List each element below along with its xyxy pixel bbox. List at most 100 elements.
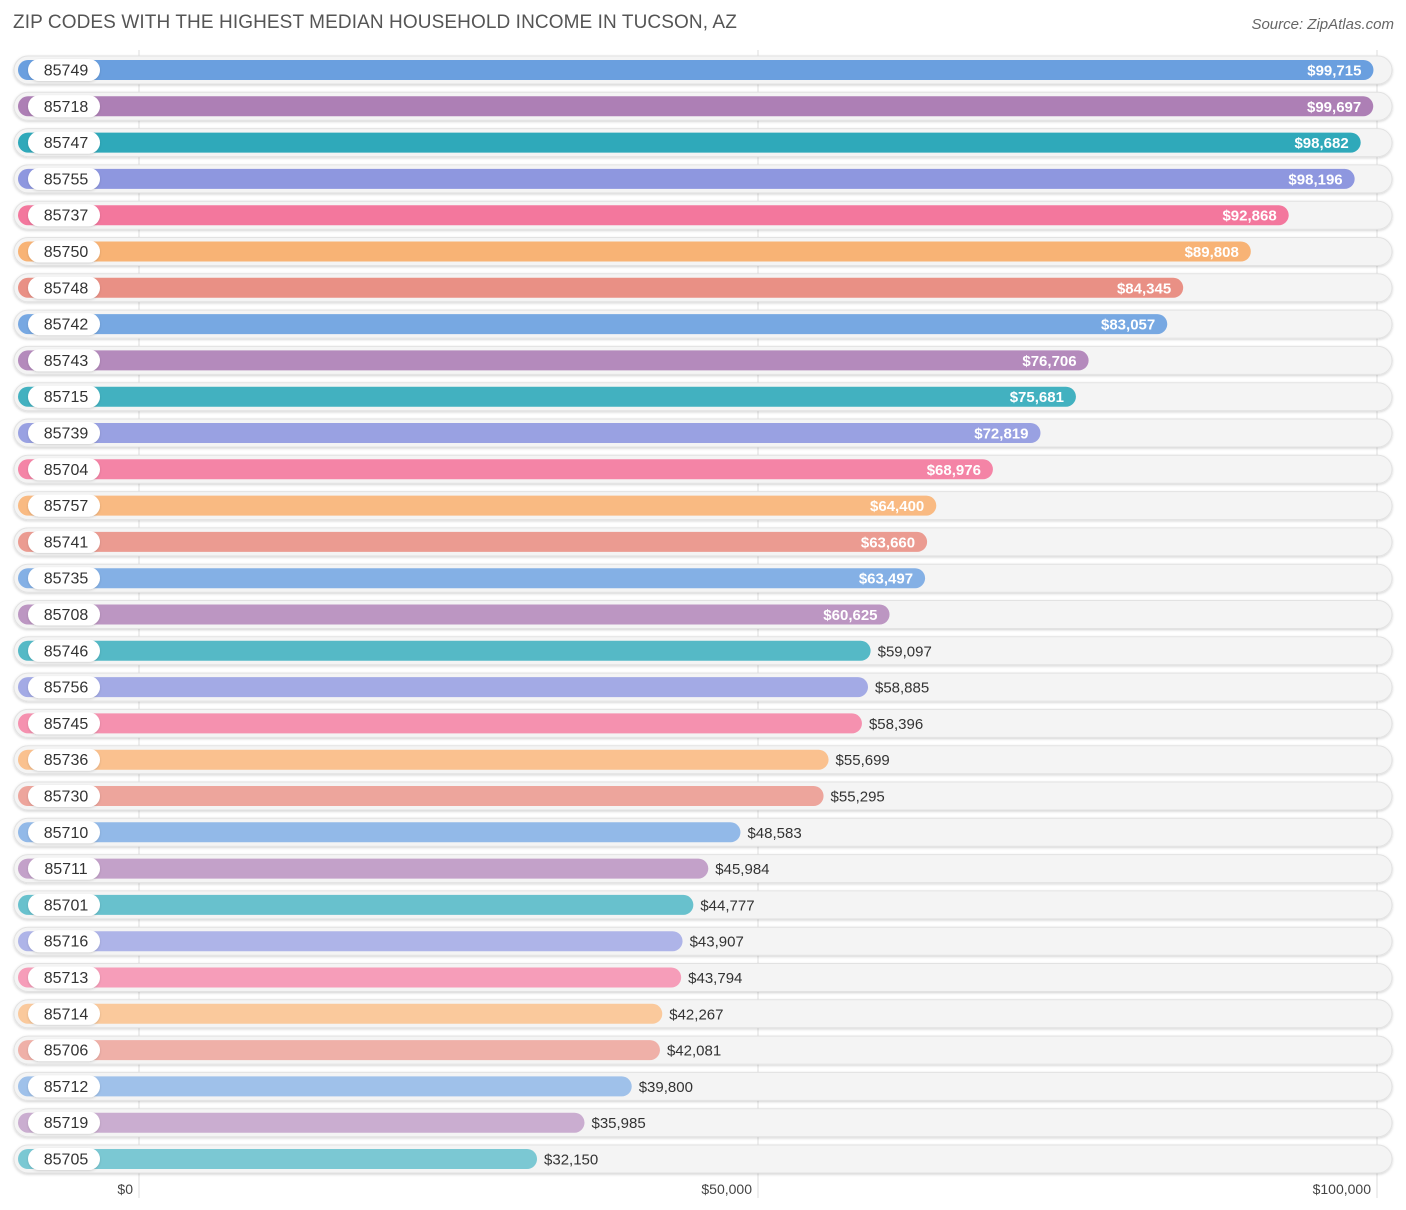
bar-row-85750: 85750 $89,808 <box>13 237 1393 266</box>
zip-label: 85713 <box>44 970 89 987</box>
zip-label: 85746 <box>44 643 89 660</box>
x-axis: $0 $50,000 $100,000 <box>117 1181 1371 1197</box>
value-label: $84,345 <box>1117 280 1171 297</box>
zip-label: 85748 <box>44 280 89 297</box>
zip-label: 85710 <box>44 825 89 842</box>
zip-label-pill <box>28 458 100 481</box>
bar <box>18 1040 660 1061</box>
value-label: $55,699 <box>836 752 890 769</box>
zip-label-pill <box>28 567 100 590</box>
bar <box>18 495 937 516</box>
bar <box>18 96 1374 117</box>
zip-label: 85718 <box>44 99 89 116</box>
zip-label-pill <box>28 821 100 844</box>
value-label: $48,583 <box>747 825 801 842</box>
zip-label-pill <box>28 748 100 771</box>
bar-row-85745: 85745 $58,396 <box>13 708 1393 738</box>
bar-row-85757: 85757 $64,400 <box>13 491 1393 521</box>
bar-rows: 85749 $99,715 85718 $99,697 85747 $98,682 8575… <box>13 55 1393 1174</box>
value-label: $43,907 <box>690 934 744 951</box>
zip-label: 85704 <box>44 462 89 479</box>
zip-label-pill <box>28 857 100 880</box>
zip-label: 85719 <box>44 1115 89 1132</box>
bar <box>18 531 928 552</box>
bar <box>18 604 890 625</box>
zip-label-pill <box>28 785 100 807</box>
value-label: $98,196 <box>1288 171 1342 188</box>
zip-label: 85714 <box>44 1006 89 1023</box>
bar-row-85741: 85741 $63,660 <box>13 527 1393 557</box>
x-tick-label-0: $0 <box>117 1181 133 1197</box>
zip-label: 85705 <box>44 1152 89 1169</box>
zip-label-pill <box>28 95 100 118</box>
zip-label-pill <box>28 167 100 190</box>
zip-label-pill <box>28 930 100 953</box>
zip-label: 85706 <box>44 1043 89 1060</box>
bar-row-85704: 85704 $68,976 <box>13 454 1393 484</box>
zip-label-pill <box>28 385 100 408</box>
bar-row-85714: 85714 $42,267 <box>13 999 1393 1029</box>
bar <box>18 423 1041 443</box>
bar-row-85739: 85739 $72,819 <box>13 418 1393 448</box>
chart-source: Source: ZipAtlas.com <box>1251 16 1394 33</box>
bar <box>18 931 683 952</box>
bar <box>18 713 862 734</box>
bar <box>18 205 1289 226</box>
zip-label: 85708 <box>44 607 89 624</box>
value-label: $44,777 <box>700 897 754 914</box>
value-label: $43,794 <box>688 970 742 987</box>
bar <box>18 1149 538 1169</box>
zip-label-pill <box>28 276 100 299</box>
bar-row-85701: 85701 $44,777 <box>13 890 1393 920</box>
bar-row-85737: 85737 $92,868 <box>13 200 1393 230</box>
zip-label: 85750 <box>44 244 89 261</box>
bar-row-85715: 85715 $75,681 <box>13 382 1393 412</box>
x-tick-label-2: $100,000 <box>1313 1181 1372 1197</box>
value-label: $98,682 <box>1294 135 1348 152</box>
zip-label: 85741 <box>44 534 89 551</box>
zip-label: 85737 <box>44 208 89 225</box>
zip-label: 85755 <box>44 171 89 188</box>
bar-row-85718: 85718 $99,697 <box>13 91 1393 121</box>
bar-row-85713: 85713 $43,794 <box>13 963 1393 992</box>
zip-label-pill <box>28 349 100 372</box>
zip-label: 85716 <box>44 934 89 951</box>
zip-label-pill <box>28 676 100 699</box>
value-label: $99,697 <box>1307 99 1361 116</box>
bar <box>18 640 871 661</box>
bar <box>18 350 1089 371</box>
bar <box>18 277 1184 298</box>
value-label: $92,868 <box>1222 208 1276 225</box>
bar-row-85746: 85746 $59,097 <box>13 636 1393 666</box>
zip-label: 85745 <box>44 716 89 733</box>
value-label: $35,985 <box>591 1115 645 1132</box>
zip-label: 85747 <box>44 135 89 152</box>
bar <box>18 858 709 879</box>
bar-row-85756: 85756 $58,885 <box>13 672 1393 702</box>
bar-row-85712: 85712 $39,800 <box>13 1071 1393 1101</box>
zip-label-pill <box>28 240 100 263</box>
zip-label: 85742 <box>44 317 89 334</box>
bar <box>18 894 694 915</box>
bar <box>18 1003 663 1024</box>
zip-label-pill <box>28 59 100 81</box>
value-label: $99,715 <box>1307 63 1361 80</box>
bar-row-85706: 85706 $42,081 <box>13 1035 1393 1065</box>
bar-row-85755: 85755 $98,196 <box>13 164 1393 194</box>
zip-label-pill <box>28 1075 100 1098</box>
zip-label-pill <box>28 204 100 227</box>
bar-row-85735: 85735 $63,497 <box>13 563 1393 593</box>
value-label: $60,625 <box>823 607 877 624</box>
zip-label: 85743 <box>44 353 89 370</box>
zip-label-pill <box>28 1002 100 1025</box>
bar <box>18 168 1355 189</box>
value-label: $76,706 <box>1022 353 1076 370</box>
zip-label: 85701 <box>44 897 89 914</box>
bar-row-85711: 85711 $45,984 <box>13 854 1393 884</box>
chart-title: ZIP CODES WITH THE HIGHEST MEDIAN HOUSEH… <box>13 12 737 33</box>
bar-row-85719: 85719 $35,985 <box>13 1108 1393 1138</box>
value-label: $83,057 <box>1101 317 1155 334</box>
zip-label-pill <box>28 1039 100 1062</box>
zip-label-pill <box>28 313 100 336</box>
